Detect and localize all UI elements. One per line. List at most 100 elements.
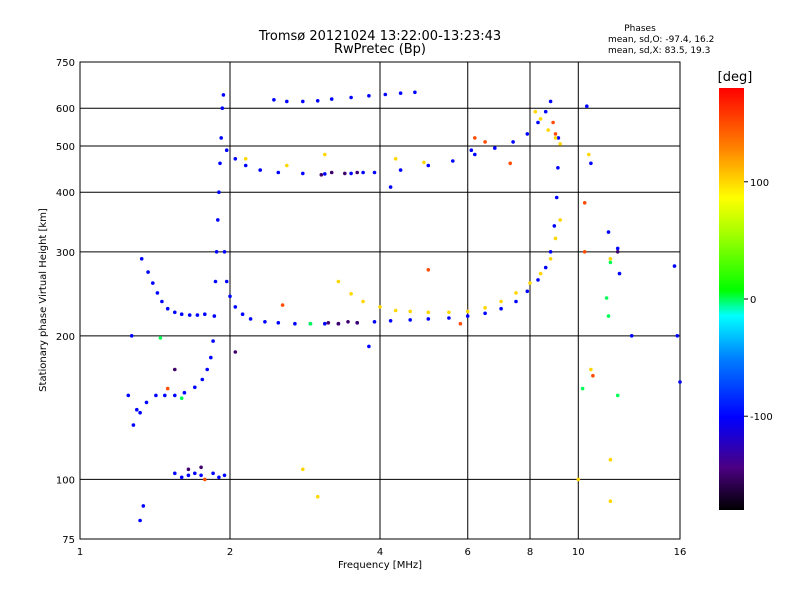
data-point [422, 160, 426, 165]
data-point [546, 128, 550, 132]
data-point [203, 477, 207, 482]
data-point [615, 246, 620, 251]
data-point [473, 152, 477, 157]
data-point [499, 299, 503, 304]
y-tick-label: 300 [56, 248, 75, 259]
y-tick-label: 400 [56, 188, 75, 199]
x-tick-label: 10 [572, 547, 585, 558]
data-point [483, 311, 487, 316]
data-point [336, 321, 341, 326]
data-point [556, 136, 561, 140]
data-point [604, 296, 609, 300]
data-point [222, 473, 227, 478]
data-point [499, 306, 503, 311]
data-point [393, 157, 398, 161]
data-point [155, 291, 160, 295]
data-point [214, 250, 219, 254]
data-point [582, 201, 587, 205]
data-point [378, 305, 382, 309]
data-point [219, 136, 223, 140]
data-point [301, 171, 305, 176]
colorbar-tick-label: -100 [750, 412, 773, 423]
data-point [388, 185, 393, 189]
x-axis-ticks: 1 2 4 6 8 10 16 [77, 547, 687, 558]
data-point [158, 336, 163, 340]
data-point [323, 172, 327, 176]
data-point [233, 350, 238, 354]
data-point [355, 170, 360, 175]
data-point [346, 320, 350, 324]
data-point [224, 279, 229, 284]
data-point [195, 313, 200, 317]
data-point [552, 224, 557, 228]
data-point [285, 99, 289, 104]
x-tick-label: 16 [674, 547, 687, 558]
data-point [126, 393, 131, 398]
colorbar-tick-label: 100 [750, 178, 769, 189]
data-point [608, 257, 613, 261]
data-point [553, 132, 558, 136]
y-tick-label: 600 [56, 104, 75, 115]
data-point [413, 90, 417, 95]
data-point [173, 393, 177, 398]
data-point [372, 320, 377, 324]
data-point [525, 132, 530, 136]
data-point [326, 321, 331, 325]
data-point [483, 140, 487, 144]
data-point [220, 106, 225, 110]
data-point [216, 218, 220, 222]
data-point [447, 310, 451, 315]
data-point [146, 270, 150, 274]
data-point [200, 377, 205, 382]
data-point [233, 157, 238, 161]
y-tick-label: 500 [56, 142, 75, 153]
data-point [587, 152, 591, 157]
data-point [589, 367, 593, 372]
data-point [199, 465, 203, 470]
data-point [426, 310, 431, 315]
data-point [173, 367, 177, 372]
x-tick-label: 8 [527, 547, 533, 558]
data-point [233, 305, 238, 309]
data-point [301, 467, 305, 472]
data-point [469, 148, 474, 152]
data-point [349, 95, 353, 100]
y-tick-label: 200 [56, 332, 75, 343]
data-point [129, 334, 134, 338]
data-point [675, 334, 680, 338]
data-point [329, 170, 334, 175]
data-point [349, 171, 353, 176]
data-point [458, 321, 463, 326]
data-point [591, 373, 595, 378]
data-point [179, 312, 184, 317]
data-point [629, 334, 634, 338]
y-tick-label: 75 [62, 535, 75, 546]
data-point [203, 312, 207, 317]
data-point [217, 190, 221, 194]
data-point [576, 477, 581, 482]
data-point [217, 475, 221, 480]
data-points [126, 90, 682, 523]
data-point [398, 168, 403, 172]
data-point [473, 136, 477, 140]
colorbar-tick-label: 0 [750, 295, 756, 306]
data-point [585, 104, 589, 108]
data-point [343, 171, 347, 176]
data-point [173, 310, 177, 315]
x-tick-label: 4 [377, 547, 383, 558]
data-point [218, 161, 222, 166]
data-point [221, 93, 226, 97]
colorbar-ticks: 100 0 -100 [744, 178, 773, 423]
legend-line-o: mean, sd,O: -97.4, 16.2 [608, 35, 714, 45]
y-tick-label: 750 [56, 58, 75, 69]
data-point [151, 281, 155, 285]
data-point [606, 230, 611, 234]
data-point [536, 120, 540, 125]
data-point [514, 291, 518, 295]
data-point [608, 499, 613, 504]
data-point [672, 264, 677, 268]
data-point [543, 265, 548, 270]
data-point [355, 321, 360, 325]
data-point [186, 467, 191, 472]
data-point [408, 309, 413, 314]
